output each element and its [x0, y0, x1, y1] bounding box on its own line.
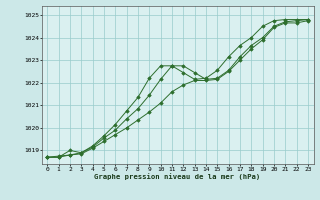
- X-axis label: Graphe pression niveau de la mer (hPa): Graphe pression niveau de la mer (hPa): [94, 173, 261, 180]
